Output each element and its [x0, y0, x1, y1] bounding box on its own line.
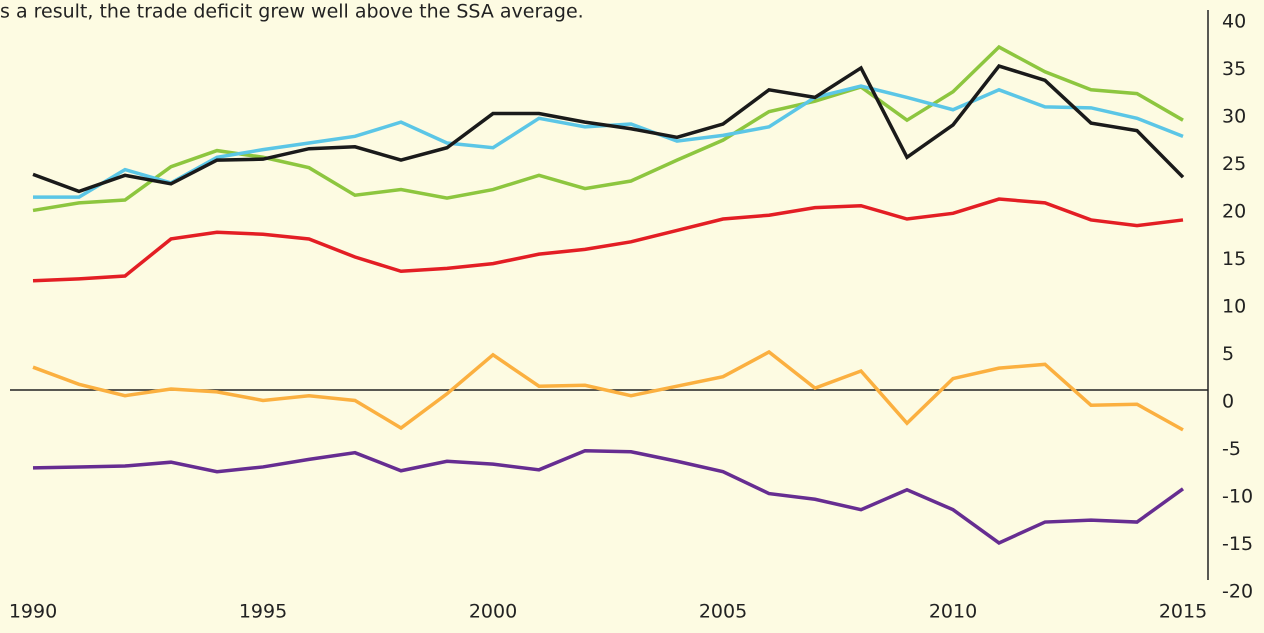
line-series: [32, 349, 1184, 432]
line-series: [32, 64, 1185, 194]
y-tick-label: 20: [1222, 201, 1246, 223]
y-tick-label: -10: [1222, 486, 1253, 508]
y-tick-label: -15: [1222, 533, 1253, 555]
y-tick-label: -20: [1222, 581, 1253, 603]
y-tick-label: 35: [1222, 58, 1246, 80]
line-series: [32, 449, 1185, 545]
y-tick-label: 10: [1222, 296, 1246, 318]
x-tick-label: 2015: [1159, 601, 1207, 623]
x-tick-label: 1990: [9, 601, 57, 623]
annotation: s a result, the trade deficit grew well …: [0, 1, 584, 23]
x-tick-label: 1995: [239, 601, 287, 623]
y-tick-label: 0: [1222, 391, 1234, 413]
x-tick-label: 2000: [469, 601, 517, 623]
line-series: [32, 44, 1184, 213]
x-tick-label: 2005: [699, 601, 747, 623]
y-tick-label: 30: [1222, 106, 1246, 128]
y-tick-label: 40: [1222, 11, 1246, 33]
line-series: [32, 197, 1184, 283]
y-tick-label: 15: [1222, 248, 1246, 270]
y-tick-label: 25: [1222, 153, 1246, 175]
y-tick-label: -5: [1222, 438, 1241, 460]
x-tick-label: 2010: [929, 601, 977, 623]
y-tick-label: 5: [1222, 343, 1234, 365]
